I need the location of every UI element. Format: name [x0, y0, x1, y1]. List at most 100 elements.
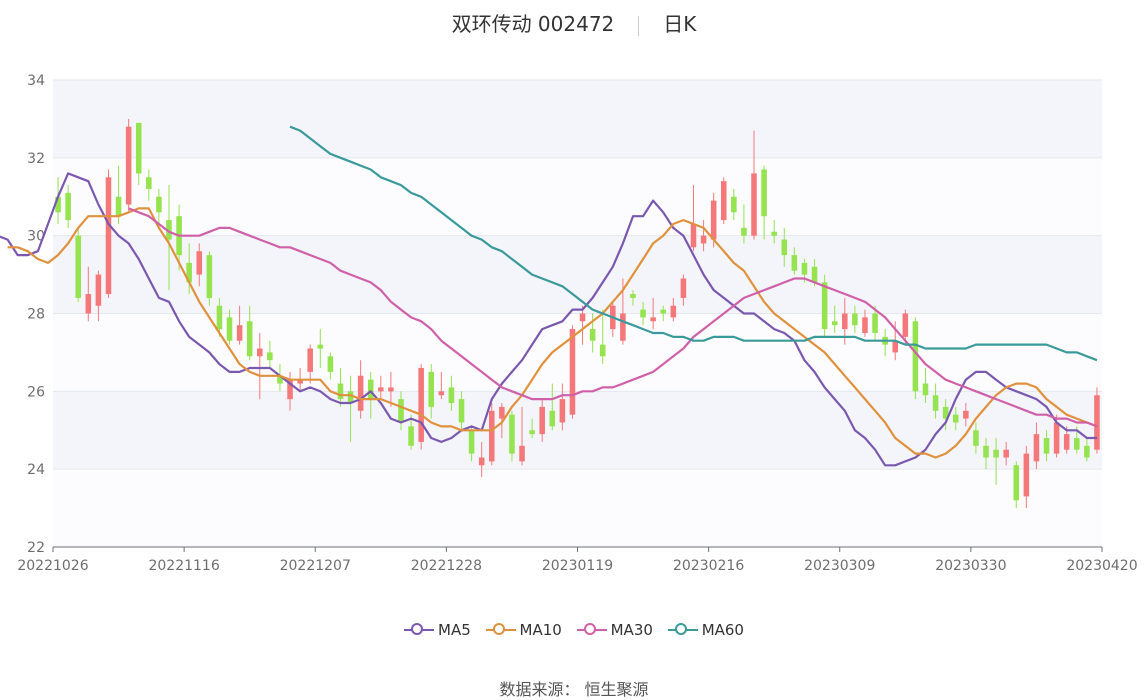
candle-body — [650, 317, 656, 322]
candle-body — [367, 379, 374, 400]
x-tick-label: 20221116 — [148, 558, 219, 574]
candle-body — [1043, 438, 1050, 454]
candle-body — [952, 414, 959, 423]
candle-body — [287, 379, 293, 400]
x-tick-label: 20221228 — [411, 558, 482, 574]
candle-body — [438, 391, 445, 396]
x-tick-label: 20230330 — [935, 558, 1006, 574]
candle-body — [599, 344, 606, 357]
candle-body — [700, 235, 707, 244]
candle-body — [337, 383, 344, 400]
candle-body — [428, 371, 435, 407]
candle-body — [751, 173, 757, 236]
ma-line-ma5 — [0, 172, 1097, 467]
candle-body — [821, 282, 828, 330]
y-tick-label: 22 — [27, 540, 45, 556]
candle-body — [115, 196, 122, 217]
legend-item-ma5[interactable]: MA5 — [404, 621, 471, 639]
y-tick-label: 30 — [27, 229, 45, 245]
candle-body — [1013, 465, 1020, 501]
candle-body — [478, 457, 485, 466]
legend-item-ma30[interactable]: MA30 — [576, 621, 653, 639]
candle-body — [529, 430, 535, 435]
candle-body — [741, 227, 747, 236]
candle-body — [539, 406, 545, 435]
candle-body — [55, 196, 61, 213]
candle-body — [65, 192, 71, 221]
plot-band — [53, 391, 1102, 470]
ma-line-ma10 — [7, 207, 1098, 459]
y-tick-label: 34 — [27, 73, 45, 89]
candle-body — [1074, 438, 1080, 450]
x-tick-label: 20230309 — [804, 558, 875, 574]
legend-label-ma10: MA10 — [519, 621, 562, 639]
candle-body — [862, 317, 868, 333]
candle-body — [236, 325, 243, 341]
y-tick-label: 32 — [27, 151, 45, 167]
candle-body — [902, 313, 909, 337]
candle-body — [1053, 422, 1060, 454]
chart-subtitle: 日K — [663, 12, 697, 36]
x-tick-label: 20221207 — [280, 558, 351, 574]
candle-body — [347, 391, 354, 404]
candle-body — [499, 406, 505, 419]
candle-body — [670, 305, 677, 318]
candle-body — [418, 367, 424, 442]
candle-body — [872, 313, 878, 333]
candle-body — [983, 445, 989, 458]
candle-body — [458, 399, 465, 423]
candle-body — [761, 169, 767, 217]
plot-band — [53, 469, 1102, 547]
candle-body — [317, 344, 324, 349]
candle-body — [922, 383, 929, 396]
x-tick-label: 20230216 — [673, 558, 744, 574]
candlestick-chart: 22 24 26 28 30 32 34 20221026 20221116 20221207 20… — [0, 73, 1138, 574]
ma-line-ma30 — [128, 207, 1098, 428]
legend-item-ma10[interactable]: MA10 — [485, 621, 562, 639]
candle-body — [731, 196, 737, 213]
candle-body — [246, 321, 253, 357]
legend-symbol-ma10 — [485, 623, 516, 637]
x-tick-label: 20230420 — [1066, 558, 1137, 574]
candle-body — [963, 410, 969, 419]
candle-body — [267, 352, 273, 361]
candle-body — [85, 294, 92, 314]
candle-body — [1023, 453, 1030, 497]
candle-body — [852, 313, 858, 326]
candle-body — [388, 387, 394, 392]
legend-symbol-ma5 — [404, 623, 434, 637]
y-tick-label: 28 — [27, 307, 45, 323]
candle-body — [509, 414, 515, 454]
legend-label-ma5: MA5 — [438, 621, 471, 639]
legend-item-ma60[interactable]: MA60 — [667, 621, 744, 639]
y-tick-label: 24 — [27, 462, 45, 478]
candle-body — [640, 309, 646, 318]
plot-band — [53, 80, 1102, 158]
candle-body — [398, 399, 404, 423]
candle-body — [791, 255, 798, 271]
candle-body — [216, 305, 223, 330]
candle-body — [277, 375, 283, 384]
candle-body — [892, 340, 898, 353]
legend-label-ma30: MA30 — [610, 621, 653, 639]
candle-body — [75, 235, 81, 298]
candle-body — [942, 406, 949, 419]
plot-band — [53, 235, 1102, 314]
data-source-note: 数据来源： 恒生聚源 — [499, 680, 649, 699]
title-separator — [638, 15, 640, 36]
candle-body — [327, 356, 334, 372]
legend-symbol-ma60 — [667, 623, 698, 637]
candle-body — [549, 410, 556, 427]
candle-body — [1003, 449, 1009, 458]
candle-body — [1063, 434, 1070, 450]
candle-body — [135, 122, 142, 174]
candle-body — [801, 262, 808, 275]
candle-body — [166, 220, 172, 240]
candle-body — [196, 251, 203, 275]
candle-body — [559, 399, 566, 423]
candle-body — [156, 196, 162, 213]
candle-body — [973, 430, 979, 446]
ma-line-ma60 — [289, 125, 1098, 362]
candle-body — [680, 278, 687, 298]
candle-body — [771, 231, 777, 236]
